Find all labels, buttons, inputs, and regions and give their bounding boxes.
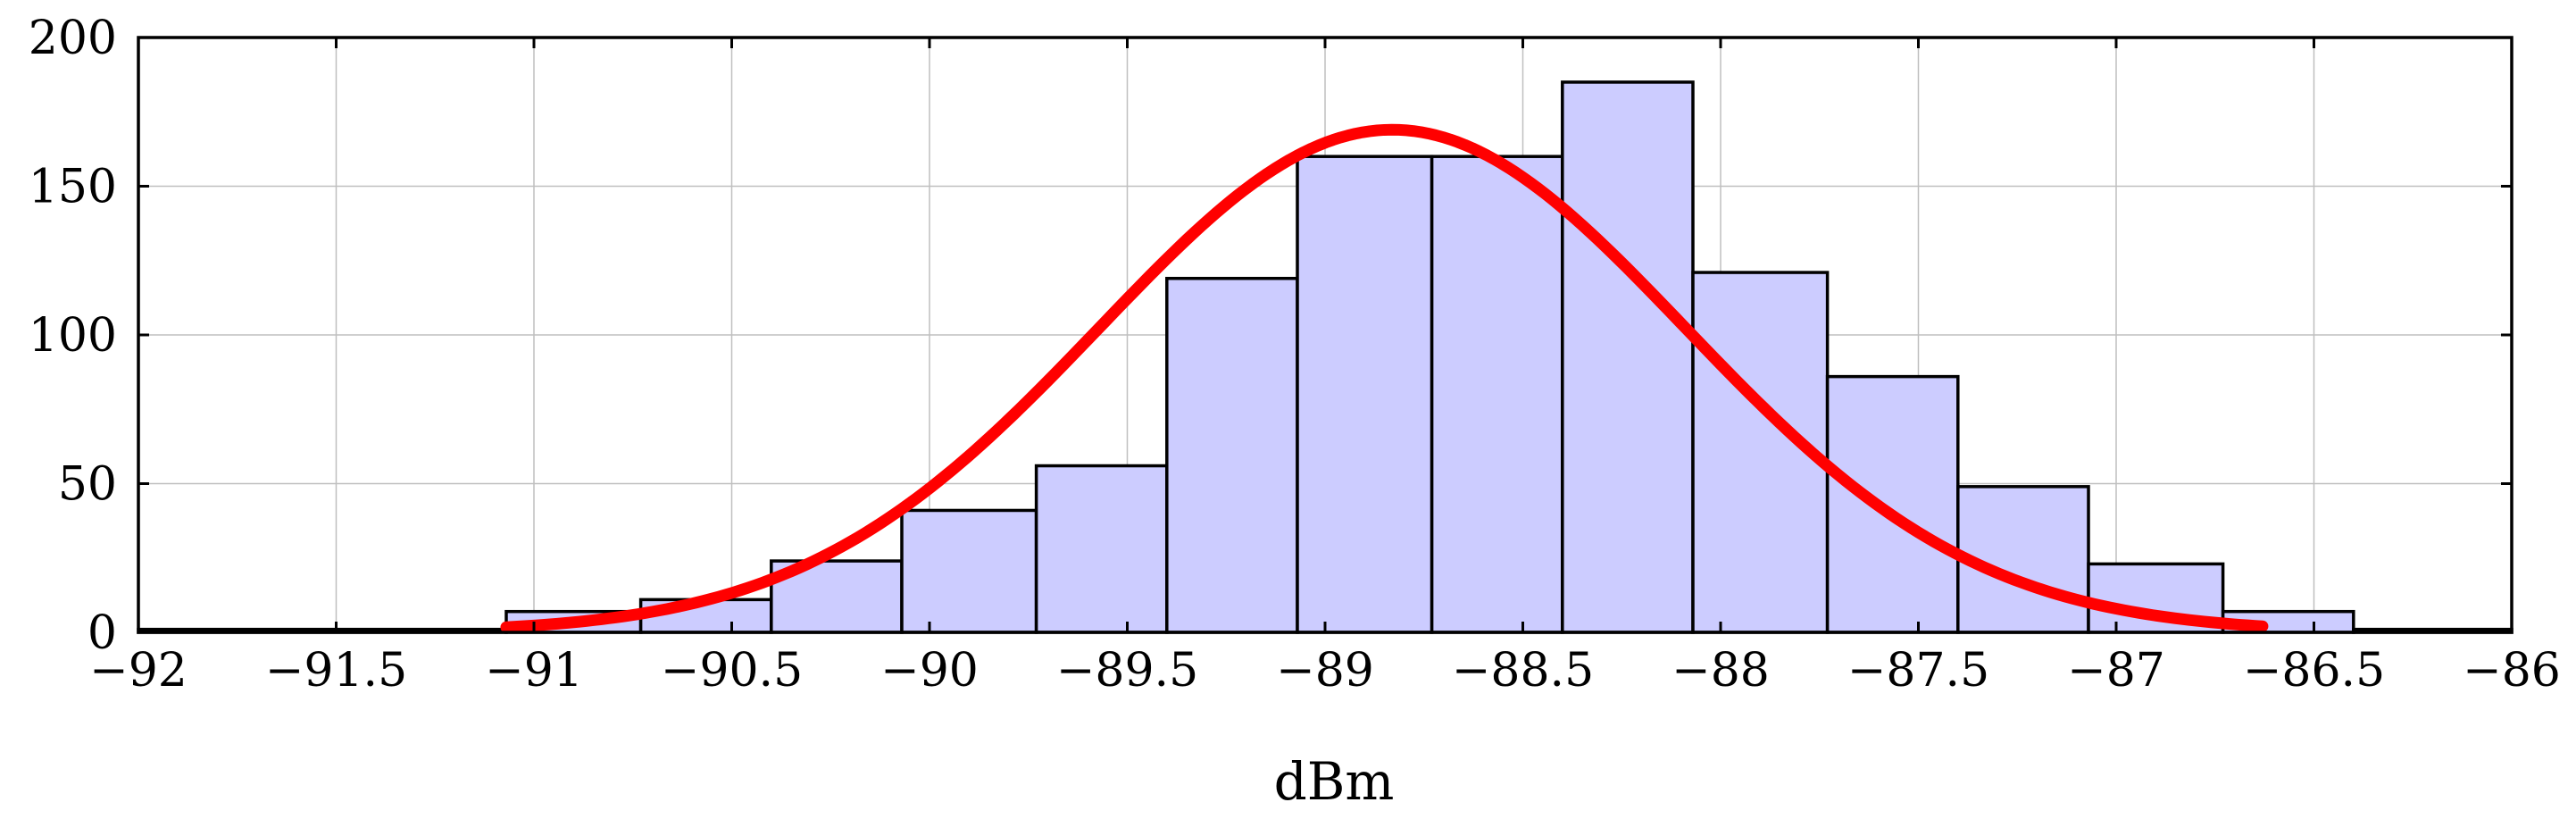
fit-curve-line <box>500 123 2269 633</box>
x-tick-label: −91.5 <box>265 644 407 698</box>
histogram-bar <box>1165 276 1299 634</box>
x-tick-label: −89 <box>1276 644 1374 698</box>
x-tick-label: −88 <box>1671 644 1770 698</box>
y-tick-label: 200 <box>29 12 117 65</box>
x-tick-label: −92 <box>89 644 188 698</box>
histogram-bar <box>1296 155 1434 634</box>
x-tick-label: −91 <box>485 644 583 698</box>
x-tick-label: −90.5 <box>661 644 803 698</box>
histogram-bar <box>1561 80 1695 634</box>
x-tick-label: −86.5 <box>2243 644 2385 698</box>
x-axis-title: dBm <box>1274 751 1395 812</box>
gaussian-fit <box>500 123 2269 633</box>
x-tick-label: −87 <box>2067 644 2165 698</box>
x-tick-labels: −92 −91.5 −91 −90.5 −90 −89.5 −89 −88.5 −88 −87.5… <box>89 644 2561 698</box>
y-tick-label: 100 <box>29 309 117 363</box>
histogram-bar <box>1825 374 1960 634</box>
x-tick-label: −89.5 <box>1056 644 1198 698</box>
histogram-bars <box>137 80 2513 634</box>
x-tick-label: −87.5 <box>1847 644 1989 698</box>
x-tick-label: −90 <box>880 644 979 698</box>
y-tick-label: 0 <box>88 606 117 660</box>
histogram-bar <box>1430 155 1564 634</box>
y-tick-label: 150 <box>29 161 117 214</box>
y-tick-labels: 0 50 100 150 200 <box>29 12 117 660</box>
plot-frame <box>137 36 2513 634</box>
histogram-bar <box>1034 464 1169 634</box>
histogram-bar <box>900 508 1038 634</box>
x-tick-label: −88.5 <box>1452 644 1594 698</box>
x-tick-label: −86 <box>2463 644 2561 698</box>
y-tick-label: 50 <box>58 458 117 512</box>
